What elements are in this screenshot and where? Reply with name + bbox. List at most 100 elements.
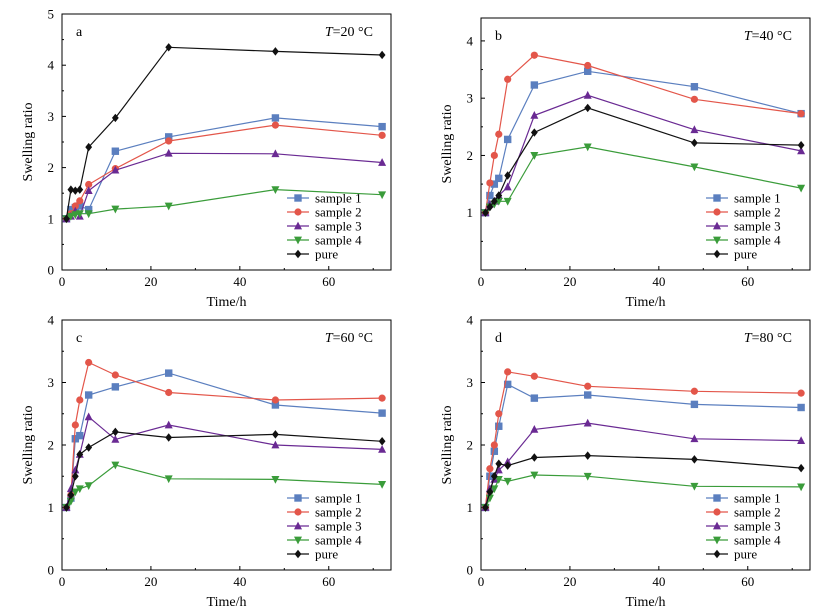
- legend-marker: [713, 508, 721, 516]
- data-point: [164, 148, 173, 157]
- data-point: [503, 182, 512, 191]
- x-tick-label: 60: [322, 574, 335, 589]
- panel-letter: c: [76, 331, 82, 346]
- data-point: [690, 387, 699, 395]
- data-point: [485, 494, 494, 503]
- legend-item: pure: [706, 247, 757, 262]
- legend-label: sample 3: [734, 519, 781, 534]
- x-axis-title: Time/h: [207, 595, 247, 610]
- y-tick-label: 1: [467, 500, 474, 515]
- data-point: [797, 184, 806, 193]
- data-point: [486, 465, 494, 473]
- data-point: [504, 75, 512, 83]
- data-point: [495, 130, 503, 138]
- data-point: [583, 418, 592, 427]
- legend-label: sample 1: [315, 191, 362, 206]
- legend-marker: [713, 194, 721, 202]
- y-tick-label: 5: [48, 7, 55, 22]
- data-point: [503, 380, 512, 389]
- panel-d: 0 20 40 60 0 1 2 3 4 Time/h Swelling ratio d T=80 °C…: [440, 313, 811, 610]
- data-point: [690, 163, 699, 172]
- data-point: [71, 488, 80, 497]
- data-point: [85, 142, 93, 152]
- data-point: [111, 205, 120, 214]
- data-point: [690, 482, 699, 491]
- data-point: [378, 437, 386, 446]
- legend-marker: [713, 236, 721, 245]
- data-point: [67, 185, 75, 194]
- y-tick-label: 2: [48, 160, 55, 175]
- data-point: [583, 472, 592, 481]
- data-point: [63, 214, 70, 223]
- data-point: [378, 122, 386, 131]
- legend-item: sample 3: [287, 519, 362, 534]
- data-point: [271, 475, 280, 484]
- legend-label: sample 2: [734, 505, 781, 520]
- data-point: [71, 465, 80, 474]
- data-point: [378, 444, 387, 453]
- data-point: [503, 477, 512, 486]
- data-point: [530, 394, 539, 402]
- temperature-label: T=80 °C: [744, 331, 792, 346]
- legend-label: sample 1: [734, 191, 781, 206]
- y-tick-label: 0: [48, 263, 55, 278]
- data-point: [486, 191, 494, 200]
- data-point: [111, 113, 119, 123]
- data-point: [76, 197, 84, 205]
- data-point: [111, 383, 120, 391]
- data-point: [690, 83, 699, 91]
- legend-label: pure: [734, 547, 757, 562]
- legend-label: sample 4: [315, 533, 362, 548]
- data-point: [583, 143, 592, 152]
- data-point: [165, 433, 173, 442]
- y-axis-title: Swelling ratio: [21, 406, 36, 485]
- y-tick-label: 1: [467, 205, 474, 220]
- data-point: [494, 475, 503, 484]
- data-point: [271, 121, 280, 129]
- x-tick-label: 40: [233, 274, 246, 289]
- data-point: [490, 447, 499, 455]
- data-point: [504, 171, 512, 180]
- data-point: [482, 503, 489, 512]
- data-point: [111, 461, 120, 470]
- y-tick-label: 3: [467, 91, 474, 106]
- legend-label: sample 3: [734, 219, 781, 234]
- legend-marker: [294, 549, 302, 559]
- x-tick-label: 60: [741, 274, 754, 289]
- series-pure: [482, 103, 805, 217]
- data-point: [378, 394, 386, 402]
- data-point: [530, 110, 539, 119]
- data-point: [164, 420, 173, 429]
- legend-item: sample 4: [287, 533, 362, 548]
- data-point: [84, 210, 93, 219]
- data-point: [271, 114, 280, 122]
- series-sample-2: [481, 368, 805, 512]
- data-point: [797, 483, 806, 492]
- data-point: [584, 451, 592, 460]
- legend-marker: [294, 236, 302, 245]
- x-tick-label: 20: [144, 274, 157, 289]
- legend-marker: [294, 221, 302, 230]
- data-point: [272, 47, 279, 56]
- y-tick-label: 3: [48, 109, 55, 124]
- legend-marker: [713, 521, 721, 530]
- x-tick-label: 60: [741, 574, 754, 589]
- x-axis-title: Time/h: [626, 295, 666, 310]
- data-point: [797, 436, 806, 445]
- y-tick-label: 3: [467, 375, 474, 390]
- legend-item: sample 1: [287, 191, 362, 206]
- data-point: [111, 147, 120, 155]
- data-point: [503, 197, 512, 206]
- series-line: [484, 383, 802, 508]
- data-point: [66, 212, 75, 221]
- legend-label: sample 2: [315, 505, 362, 520]
- x-axis-title: Time/h: [626, 595, 666, 610]
- legend-item: sample 4: [706, 233, 781, 248]
- data-point: [111, 371, 119, 379]
- legend-item: sample 2: [706, 505, 781, 520]
- data-point: [503, 135, 512, 144]
- data-point: [530, 81, 539, 89]
- data-point: [530, 152, 539, 160]
- data-point: [67, 490, 75, 500]
